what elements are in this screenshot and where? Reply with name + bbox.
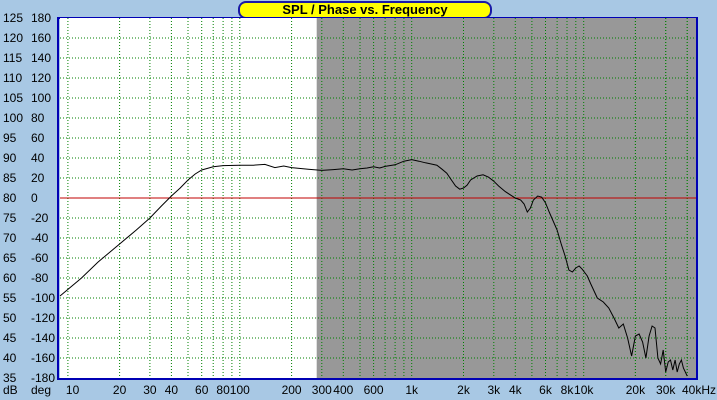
y-tick-label-deg: 140 xyxy=(31,51,51,65)
y-tick-label-db: 110 xyxy=(3,71,22,85)
y-tick-label-deg: -180 xyxy=(31,371,55,385)
y-tick-label-db: 125 xyxy=(3,11,23,25)
y-unit-deg: deg xyxy=(31,383,51,397)
y-tick-label-deg: 0 xyxy=(31,191,38,205)
x-tick-label: 4k xyxy=(509,383,523,397)
x-tick-label: 400 xyxy=(333,383,353,397)
x-tick-label: 80 xyxy=(216,383,230,397)
x-tick-label: 10k xyxy=(574,383,594,397)
y-tick-label-deg: -80 xyxy=(31,271,49,285)
y-tick-label-deg: 160 xyxy=(31,31,51,45)
y-tick-label-db: 90 xyxy=(3,151,17,165)
y-tick-label-db: 35 xyxy=(3,371,17,385)
x-tick-label: 20k xyxy=(626,383,646,397)
x-tick-label: 6k xyxy=(539,383,553,397)
x-axis-labels: 10 20 30 40 60 80 100 200 300 400 600 1k 2k 3k 4k 6k 8k 1… xyxy=(66,383,716,397)
y-tick-label-deg: 180 xyxy=(31,11,51,25)
y-tick-label-deg: 120 xyxy=(31,71,51,85)
x-tick-label: 60 xyxy=(195,383,209,397)
y-tick-label-deg: -120 xyxy=(31,311,55,325)
y-tick-label-db: 120 xyxy=(3,31,23,45)
y-tick-label-deg: -60 xyxy=(31,251,49,265)
y-tick-label-db: 100 xyxy=(3,111,23,125)
y-tick-label-db: 75 xyxy=(3,211,17,225)
y-tick-label-db: 40 xyxy=(3,351,17,365)
x-tick-label: 200 xyxy=(282,383,302,397)
y-tick-label-db: 95 xyxy=(3,131,17,145)
x-tick-label: 600 xyxy=(364,383,384,397)
x-tick-label: 20 xyxy=(113,383,127,397)
y-tick-label-deg: -20 xyxy=(31,211,49,225)
y-tick-label-db: 65 xyxy=(3,251,17,265)
x-tick-label: 3k xyxy=(487,383,501,397)
y-axis-db-labels: 125 120 115 110 105 100 95 90 85 80 75 70 65 60 55 50 45… xyxy=(3,11,23,385)
y-tick-label-deg: -140 xyxy=(31,331,55,345)
y-tick-label-deg: 20 xyxy=(31,171,45,185)
y-tick-label-db: 60 xyxy=(3,271,17,285)
y-tick-label-deg: 80 xyxy=(31,111,45,125)
x-tick-label: 40kHz xyxy=(682,383,716,397)
x-tick-label: 1k xyxy=(405,383,419,397)
y-tick-label-deg: -160 xyxy=(31,351,55,365)
y-tick-label-deg: 100 xyxy=(31,91,51,105)
y-tick-label-db: 70 xyxy=(3,231,17,245)
x-tick-label: 30 xyxy=(143,383,157,397)
y-axis-deg-labels: 180 160 140 120 100 80 60 40 20 0 -20 -40 -60 -80 -100… xyxy=(31,11,55,385)
y-unit-db: dB xyxy=(3,383,18,397)
y-tick-label-deg: 40 xyxy=(31,151,45,165)
x-tick-label: 30k xyxy=(656,383,676,397)
y-tick-label-db: 115 xyxy=(3,51,22,65)
y-tick-label-db: 85 xyxy=(3,171,17,185)
y-tick-label-db: 55 xyxy=(3,291,17,305)
y-tick-label-deg: -100 xyxy=(31,291,55,305)
x-tick-label: 40 xyxy=(165,383,179,397)
y-tick-label-deg: 60 xyxy=(31,131,45,145)
y-tick-label-db: 105 xyxy=(3,91,23,105)
x-tick-label: 300 xyxy=(312,383,332,397)
y-tick-label-db: 80 xyxy=(3,191,17,205)
y-tick-label-db: 50 xyxy=(3,311,17,325)
x-tick-label: 8k xyxy=(561,383,575,397)
x-tick-label: 10 xyxy=(66,383,80,397)
x-tick-label: 2k xyxy=(457,383,471,397)
y-tick-label-db: 45 xyxy=(3,331,17,345)
x-tick-label: 100 xyxy=(230,383,250,397)
y-tick-label-deg: -40 xyxy=(31,231,49,245)
spl-curve xyxy=(59,159,688,377)
